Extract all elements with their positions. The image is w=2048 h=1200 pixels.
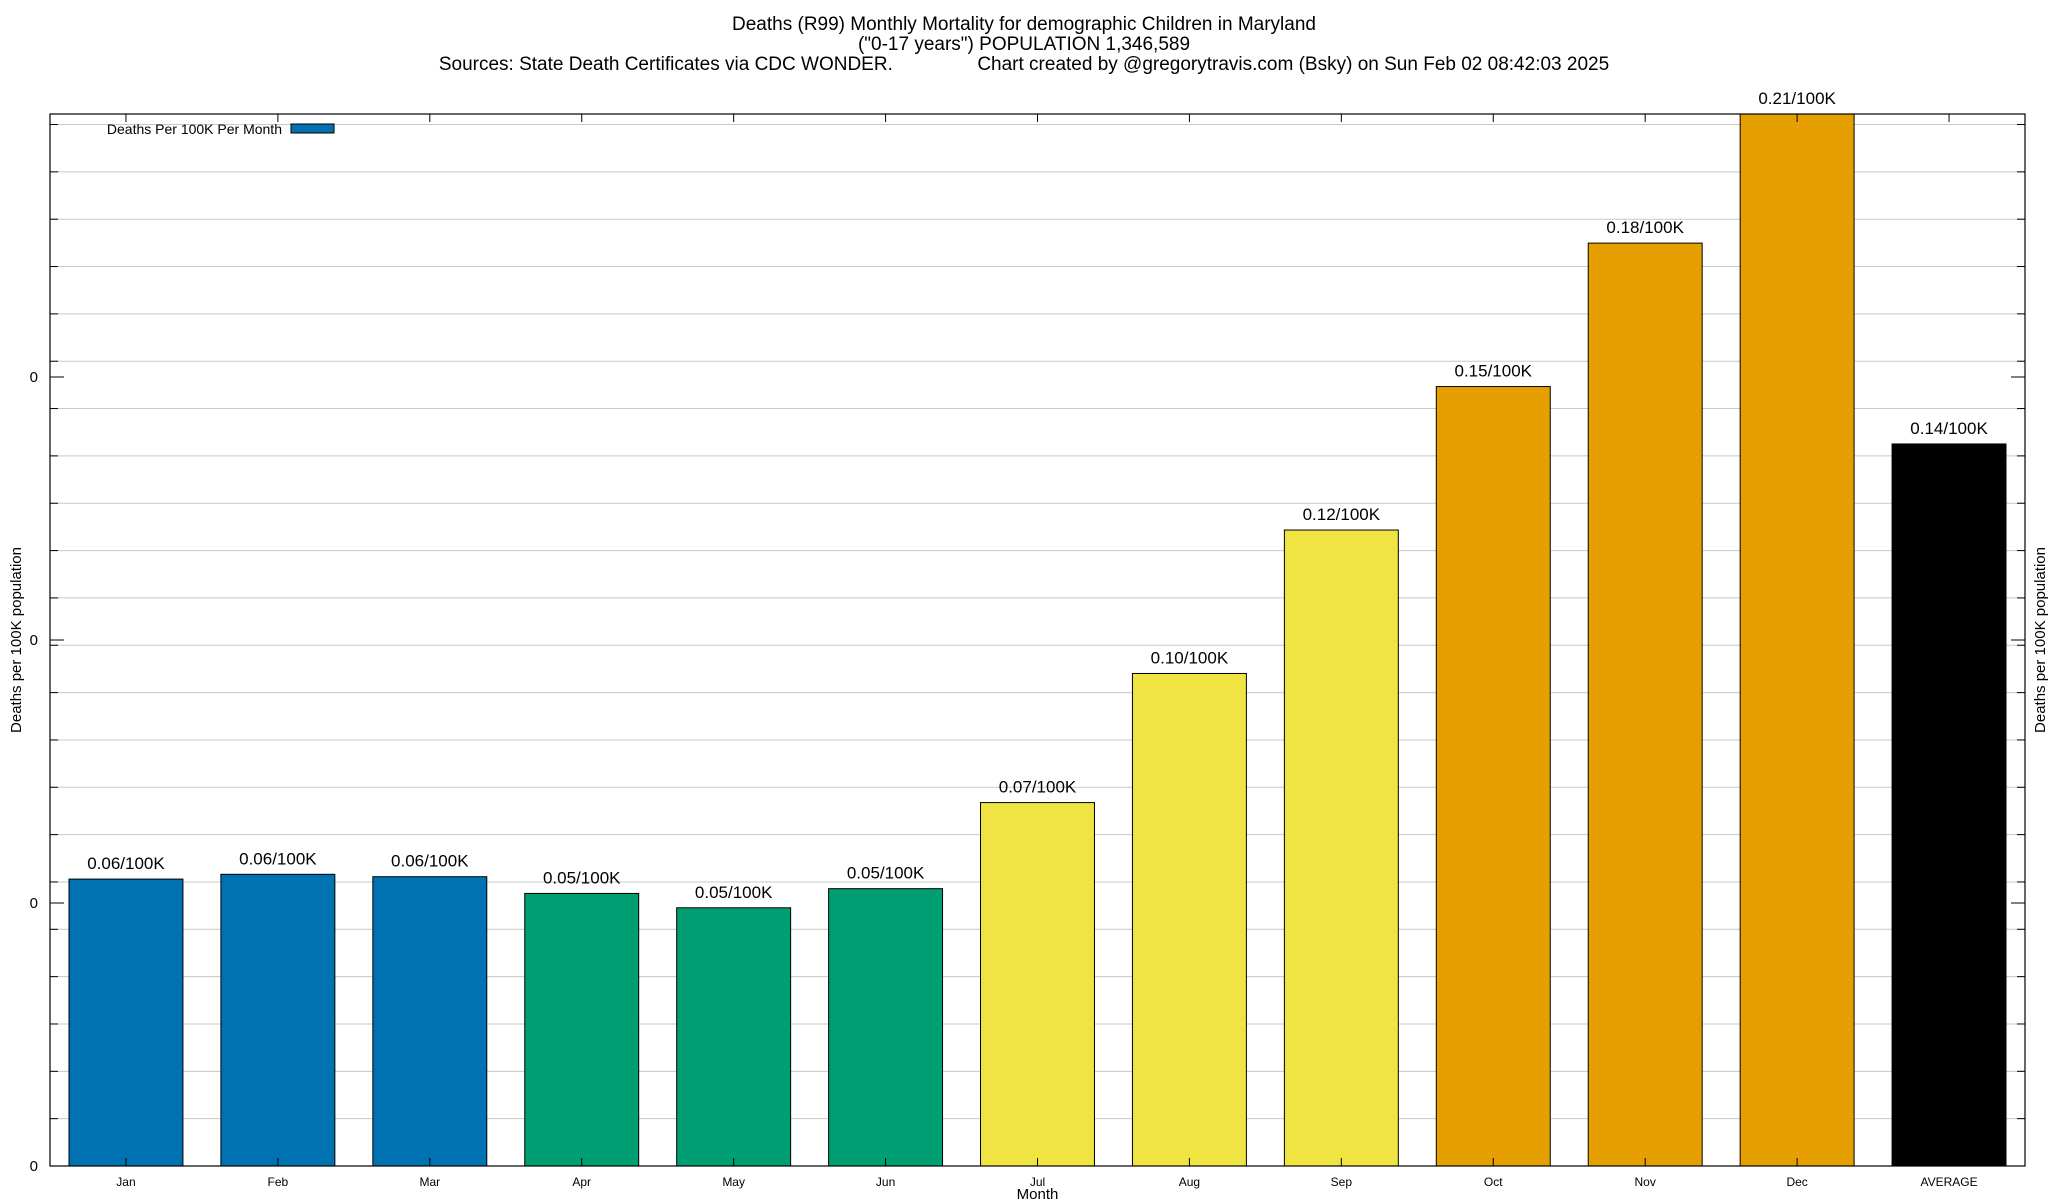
bar-feb — [220, 873, 336, 1167]
data-label: 0.15/100K — [1455, 362, 1533, 381]
bar-apr — [524, 892, 640, 1167]
data-label: 0.06/100K — [87, 854, 165, 873]
bar-jun — [828, 888, 944, 1167]
legend: Deaths Per 100K Per Month — [107, 121, 335, 137]
y-tick-labels: 0 0 0 0 — [30, 369, 38, 1175]
bar-oct — [1435, 386, 1551, 1167]
data-label: 0.21/100K — [1758, 89, 1836, 108]
x-tick-labels: Jan Feb Mar Apr May Jun Jul Aug Sep Oct Nov Dec AVER… — [116, 1175, 1977, 1189]
x-tick-label: Apr — [572, 1175, 591, 1189]
x-tick-label: Feb — [268, 1175, 289, 1189]
x-tick-label: Jun — [876, 1175, 895, 1189]
data-label: 0.05/100K — [543, 868, 621, 887]
axis-ticks — [50, 114, 2025, 1167]
x-tick-label: Aug — [1179, 1175, 1200, 1189]
y-tick-label: 0 — [30, 632, 38, 649]
bar-may — [676, 907, 792, 1167]
data-label: 0.12/100K — [1303, 505, 1381, 524]
bar-jan — [68, 878, 184, 1167]
x-tick-label: Jul — [1030, 1175, 1045, 1189]
y-tick-label: 0 — [30, 895, 38, 912]
data-label: 0.06/100K — [239, 849, 317, 868]
bars — [68, 113, 2007, 1167]
data-label: 0.18/100K — [1606, 218, 1684, 237]
y-tick-label: 0 — [30, 1158, 38, 1175]
x-tick-label: Dec — [1786, 1175, 1807, 1189]
chart-subtitle: ("0-17 years") POPULATION 1,346,589 — [857, 34, 1191, 55]
data-label: 0.10/100K — [1151, 648, 1229, 667]
x-tick-label: Oct — [1484, 1175, 1503, 1189]
bar-sep — [1283, 529, 1399, 1167]
y-tick-label: 0 — [30, 369, 38, 386]
x-tick-label: AVERAGE — [1920, 1175, 1977, 1189]
bar-nov — [1587, 242, 1703, 1167]
x-axis-label: Month — [1017, 1186, 1059, 1200]
bar-dec — [1739, 113, 1855, 1167]
bar-mar — [372, 876, 488, 1167]
x-tick-label: Jan — [116, 1175, 135, 1189]
legend-label: Deaths Per 100K Per Month — [107, 121, 282, 137]
x-tick-label: Mar — [419, 1175, 440, 1189]
x-tick-label: Nov — [1635, 1175, 1656, 1189]
legend-swatch — [290, 123, 335, 134]
data-label: 0.05/100K — [695, 883, 773, 902]
data-labels: 0.06/100K 0.06/100K 0.06/100K 0.05/100K 0.05… — [87, 89, 1988, 902]
y2-axis-label: Deaths per 100K population — [2032, 547, 2048, 733]
bar-aug — [1131, 672, 1247, 1167]
x-tick-label: May — [722, 1175, 745, 1189]
bar-average — [1891, 443, 2007, 1167]
chart-title: Deaths (R99) Monthly Mortality for demog… — [732, 14, 1316, 35]
data-label: 0.14/100K — [1910, 419, 1988, 438]
x-tick-label: Sep — [1331, 1175, 1353, 1189]
data-label: 0.06/100K — [391, 852, 469, 871]
data-label: 0.07/100K — [999, 778, 1077, 797]
bar-jul — [980, 802, 1095, 1167]
y-axis-label: Deaths per 100K population — [8, 547, 25, 733]
chart-source-line: Sources: State Death Certificates via CD… — [438, 54, 1610, 75]
data-label: 0.05/100K — [847, 864, 925, 883]
